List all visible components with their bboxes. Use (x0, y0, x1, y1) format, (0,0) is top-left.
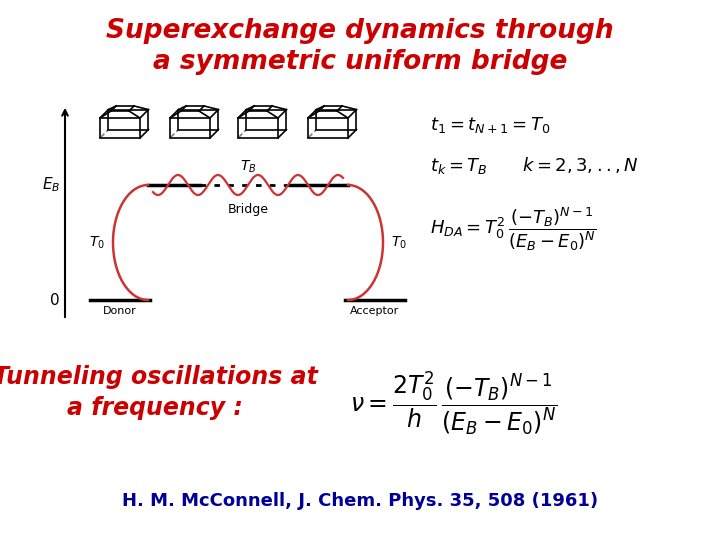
Text: $H_{DA} = T_0^2\,\dfrac{(-T_B)^{N-1}}{(E_B - E_0)^N}$: $H_{DA} = T_0^2\,\dfrac{(-T_B)^{N-1}}{(E… (430, 205, 597, 253)
Text: Acceptor: Acceptor (351, 306, 400, 316)
Text: H. M. McConnell, J. Chem. Phys. 35, 508 (1961): H. M. McConnell, J. Chem. Phys. 35, 508 … (122, 492, 598, 510)
Text: $T_0$: $T_0$ (391, 234, 407, 251)
Text: Donor: Donor (103, 306, 137, 316)
Text: $t_1 = t_{N+1} = T_0$: $t_1 = t_{N+1} = T_0$ (430, 115, 550, 135)
Text: $T_0$: $T_0$ (89, 234, 105, 251)
Text: $t_k = T_B \quad\quad k = 2,3,..,N$: $t_k = T_B \quad\quad k = 2,3,..,N$ (430, 155, 639, 176)
Text: Tunneling oscillations at
a frequency :: Tunneling oscillations at a frequency : (0, 365, 318, 420)
Text: $0$: $0$ (50, 292, 60, 308)
Text: $T_B$: $T_B$ (240, 159, 256, 175)
Text: Bridge: Bridge (228, 203, 269, 216)
Text: $\nu = \dfrac{2T_0^2}{h}\,\dfrac{(-T_B)^{N-1}}{(E_B - E_0)^N}$: $\nu = \dfrac{2T_0^2}{h}\,\dfrac{(-T_B)^… (350, 370, 557, 438)
Text: Superexchange dynamics through
a symmetric uniform bridge: Superexchange dynamics through a symmetr… (106, 18, 614, 75)
Text: $E_B$: $E_B$ (42, 176, 60, 194)
